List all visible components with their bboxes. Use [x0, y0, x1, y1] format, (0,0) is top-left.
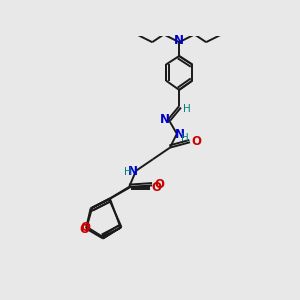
Text: O: O	[80, 223, 89, 236]
Text: O: O	[152, 181, 162, 194]
Text: N: N	[175, 128, 185, 141]
Text: N: N	[174, 34, 184, 47]
Text: O: O	[192, 135, 202, 148]
Text: O: O	[80, 221, 90, 234]
Text: O: O	[154, 178, 164, 191]
Text: H: H	[124, 167, 131, 176]
Text: H: H	[182, 133, 189, 142]
Text: H: H	[183, 104, 191, 114]
Text: N: N	[160, 113, 170, 126]
Text: N: N	[128, 165, 138, 178]
